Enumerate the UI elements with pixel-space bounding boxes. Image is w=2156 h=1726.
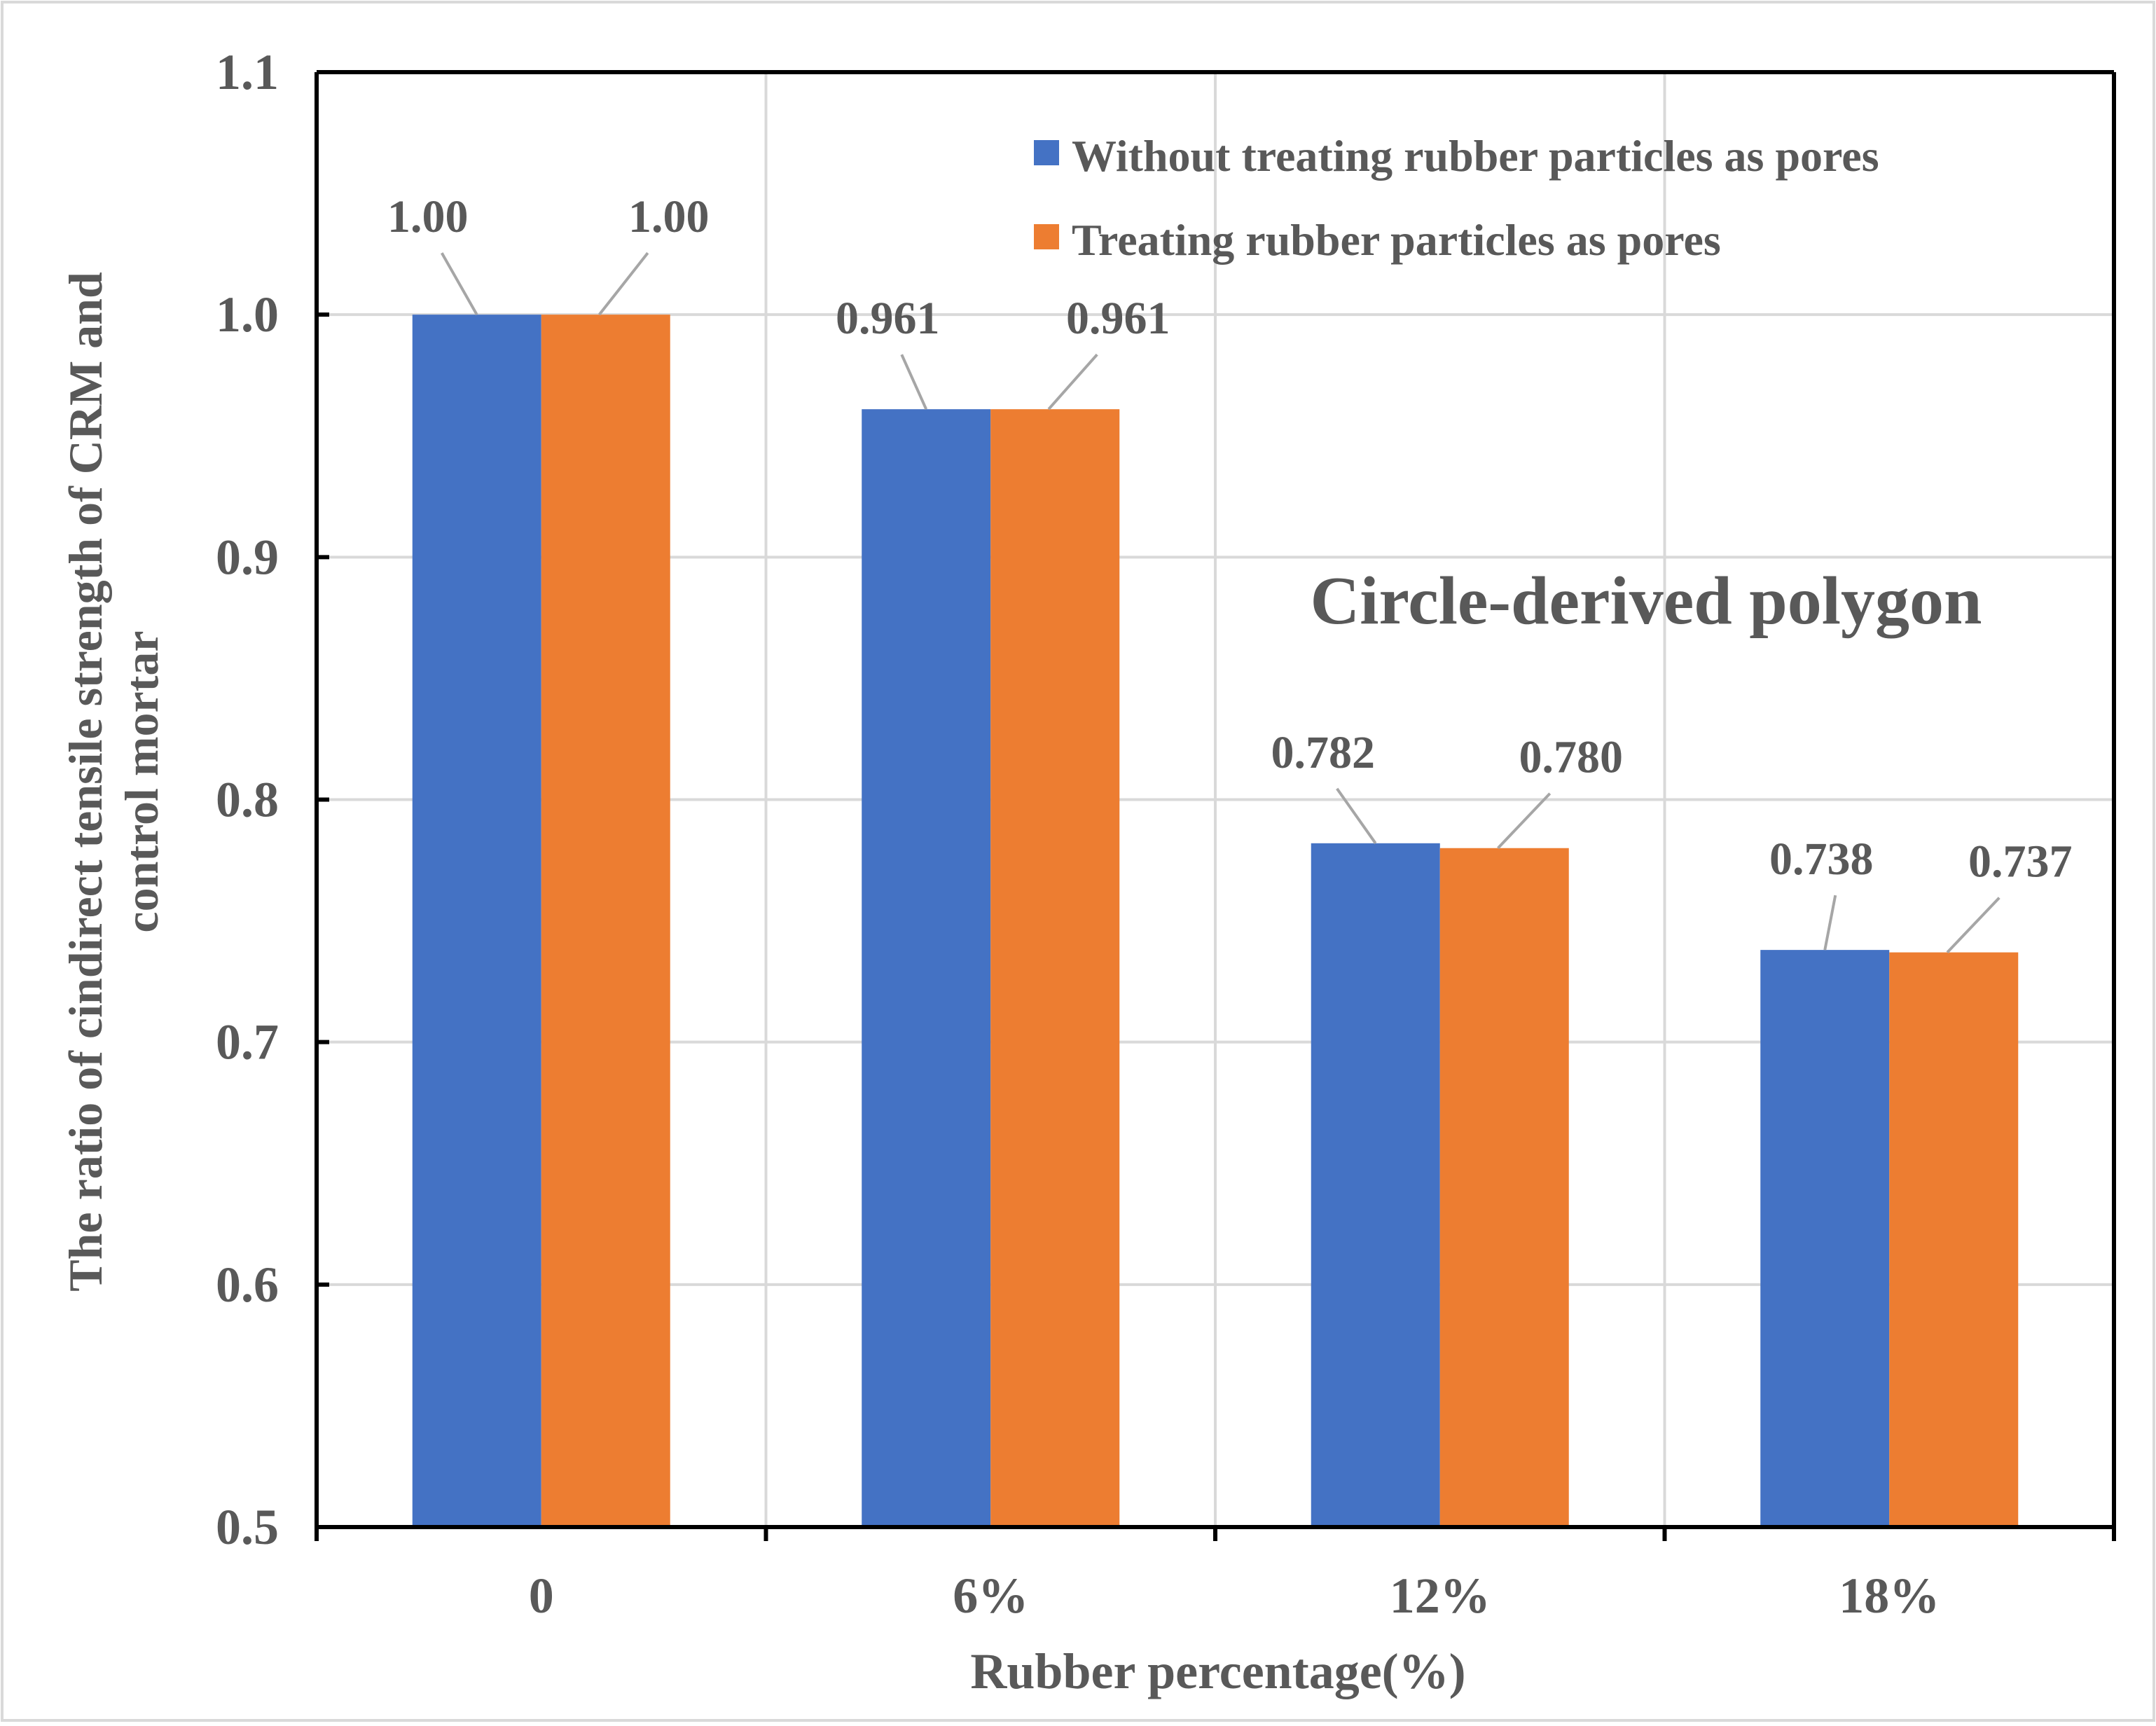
x-tick-label: 6% (953, 1568, 1028, 1624)
bar-layer (412, 315, 2019, 1528)
bar-series-1-2 (1311, 843, 1440, 1527)
bar-series-1-0 (412, 315, 541, 1528)
x-tick-label: 0 (529, 1568, 554, 1624)
data-label-leader (1336, 787, 1377, 844)
legend-label-series-1: Without treating rubber particles as por… (1072, 131, 1879, 181)
chart-title: Circle-derived polygon (1310, 563, 1982, 639)
bar-series-2-0 (541, 315, 670, 1528)
legend-swatch-series-2 (1034, 224, 1059, 249)
bar-series-2-3 (1889, 952, 2019, 1527)
x-tick-label: 12% (1390, 1568, 1491, 1624)
axis-layer: 0.5 0.6 0.7 0.8 0.9 1.0 1.1 0 6% 12% 18% (216, 44, 2116, 1624)
data-label: 0.961 (836, 293, 940, 344)
data-label: 0.782 (1271, 727, 1376, 778)
data-label-leader (441, 252, 478, 316)
y-tick-label: 0.8 (216, 772, 279, 828)
bar-series-2-1 (990, 409, 1120, 1528)
data-label: 0.738 (1769, 834, 1874, 885)
data-label-leader (1047, 353, 1098, 410)
data-label: 1.00 (628, 191, 710, 242)
y-tick-label: 0.6 (216, 1257, 279, 1313)
data-label: 1.00 (387, 191, 469, 242)
data-label: 0.780 (1519, 732, 1624, 783)
y-tick-label: 1.1 (216, 44, 279, 100)
data-label: 0.737 (1968, 836, 2073, 888)
y-axis-title-line-2: control mortar (115, 630, 168, 932)
bar-series-1-1 (862, 409, 991, 1528)
y-axis-title-line-1: The ratio of cindirect tensile strength … (59, 272, 112, 1292)
data-label-leader (597, 251, 649, 316)
y-tick-label: 0.7 (216, 1014, 279, 1070)
legend: Without treating rubber particles as por… (1034, 131, 1879, 265)
bar-series-2-2 (1439, 848, 1569, 1527)
data-label-leader (1497, 792, 1552, 850)
data-label-leader (900, 354, 928, 410)
legend-label-series-2: Treating rubber particles as pores (1072, 215, 1721, 265)
x-tick-label: 18% (1839, 1568, 1940, 1624)
data-label: 0.961 (1066, 293, 1170, 344)
legend-swatch-series-1 (1034, 140, 1059, 165)
y-tick-label: 0.9 (216, 529, 279, 585)
data-label-leader (1946, 897, 2000, 953)
data-label-leader (1823, 895, 1837, 951)
x-axis-title: Rubber percentage(%) (970, 1643, 1465, 1699)
y-tick-label: 1.0 (216, 286, 279, 343)
label-layer: 1.00 1.00 0.961 0.961 0.782 0.780 0.738 0.737 (387, 191, 2073, 953)
bar-series-1-3 (1760, 950, 1890, 1527)
y-tick-label: 0.5 (216, 1499, 279, 1555)
